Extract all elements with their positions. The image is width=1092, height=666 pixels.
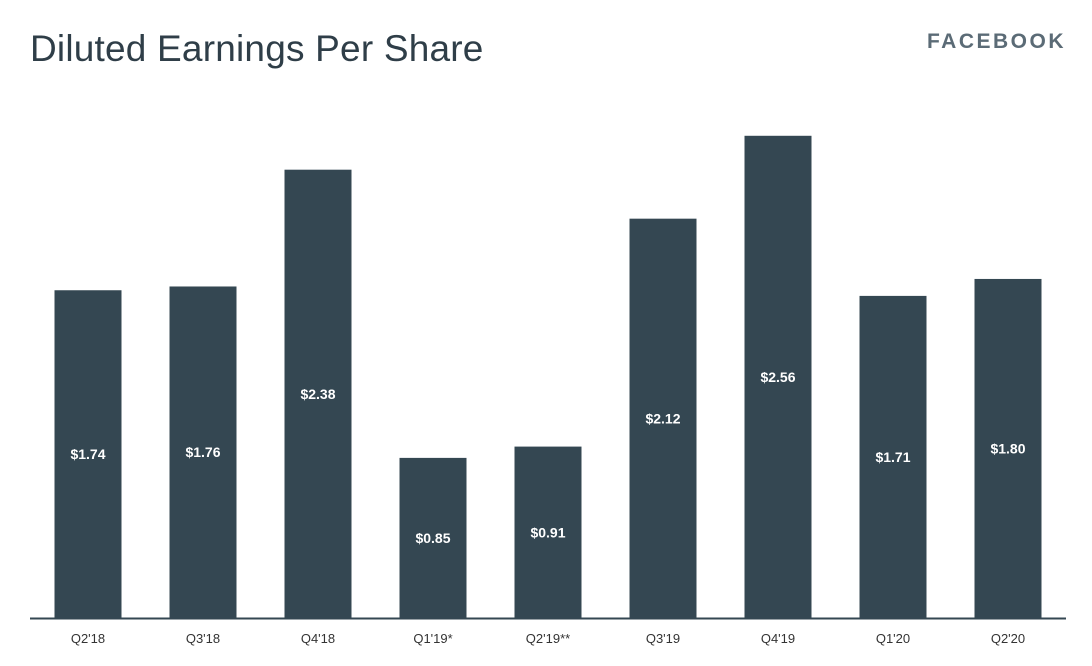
bar bbox=[974, 278, 1042, 618]
bar bbox=[514, 446, 582, 618]
bar bbox=[744, 135, 812, 618]
bar bbox=[399, 457, 467, 618]
data-label: $1.80 bbox=[990, 440, 1025, 456]
bar bbox=[629, 218, 697, 618]
data-label: $1.76 bbox=[185, 444, 220, 460]
data-label: $2.38 bbox=[300, 386, 335, 402]
data-label: $2.12 bbox=[645, 410, 680, 426]
x-tick-label: Q1'19* bbox=[413, 631, 452, 646]
bar bbox=[169, 286, 237, 618]
data-label: $0.85 bbox=[415, 530, 450, 546]
data-label: $2.56 bbox=[760, 369, 795, 385]
data-label: $1.71 bbox=[875, 449, 910, 465]
x-tick-label: Q4'19 bbox=[761, 631, 795, 646]
x-tick-label: Q2'18 bbox=[71, 631, 105, 646]
chart-title: Diluted Earnings Per Share bbox=[30, 28, 484, 69]
bar bbox=[284, 169, 352, 618]
x-tick-label: Q4'18 bbox=[301, 631, 335, 646]
bar bbox=[859, 295, 927, 618]
bar bbox=[54, 290, 122, 618]
data-label: $1.74 bbox=[70, 446, 105, 462]
x-tick-label: Q3'19 bbox=[646, 631, 680, 646]
x-tick-label: Q1'20 bbox=[876, 631, 910, 646]
x-tick-label: Q2'19** bbox=[526, 631, 570, 646]
x-tick-label: Q3'18 bbox=[186, 631, 220, 646]
data-label: $0.91 bbox=[530, 524, 565, 540]
facebook-logo: FACEBOOK bbox=[926, 30, 1066, 53]
x-tick-label: Q2'20 bbox=[991, 631, 1025, 646]
